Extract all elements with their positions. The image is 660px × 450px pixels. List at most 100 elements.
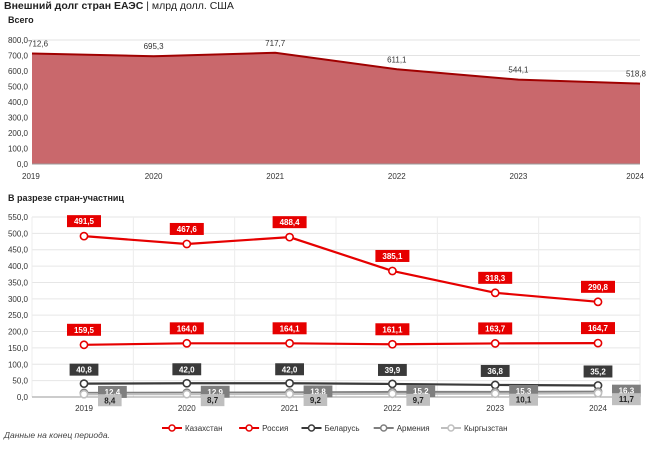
point-kz <box>182 338 192 348</box>
point-kg <box>490 389 500 399</box>
data-label-kg: 9,2 <box>310 396 322 405</box>
x-tick-label: 2019 <box>22 172 40 181</box>
data-label-bg-ru <box>169 222 204 235</box>
x-tick-label: 2024 <box>626 172 644 181</box>
series-line-kz <box>83 341 599 346</box>
point-by <box>387 379 397 389</box>
legend: Казахстан Россия Беларусь Армения Кыргызстан <box>162 424 508 433</box>
data-label-bg-ru <box>67 215 101 228</box>
legend-label-am: Армения <box>397 424 430 433</box>
data-label-kz: 164,0 <box>177 324 198 333</box>
data-label-bg-kg <box>98 394 122 407</box>
y-tick-label: 0,0 <box>17 393 29 402</box>
data-label-kz: 161,1 <box>382 325 403 334</box>
series-kz <box>79 338 603 350</box>
data-label-bg-kz <box>375 323 410 336</box>
title-bold: Внешний долг стран ЕАЭС <box>4 0 144 12</box>
data-label-bg-kz <box>478 322 513 335</box>
data-label-bg-kg <box>303 393 328 406</box>
series-ru <box>79 231 603 307</box>
y-tick-label: 550,0 <box>8 213 29 222</box>
data-label: 611,1 <box>387 55 407 64</box>
y-tick-label: 50,0 <box>12 377 28 386</box>
legend-marker-ru <box>245 424 253 432</box>
point-ru <box>285 232 294 242</box>
legend-label-ru: Россия <box>262 424 288 433</box>
title-rest: | млрд долл. США <box>143 0 234 12</box>
y-tick-label: 350,0 <box>8 278 29 287</box>
point-kg <box>387 389 397 399</box>
legend-label-kz: Казахстан <box>185 424 223 433</box>
point-kz <box>387 339 397 349</box>
point-by <box>182 378 192 388</box>
data-label-by: 42,0 <box>282 365 298 374</box>
x-tick-label: 2020 <box>178 404 196 413</box>
data-label-am: 12,4 <box>105 388 121 397</box>
data-label-bg-by <box>378 363 407 376</box>
point-kg <box>593 388 603 398</box>
data-label-by: 42,0 <box>179 365 195 374</box>
data-label: 544,1 <box>508 66 529 75</box>
y-tick-label: 0,0 <box>17 160 29 169</box>
data-label: 518,8 <box>626 70 647 79</box>
data-label-am: 12,9 <box>207 388 223 397</box>
data-label-kz: 164,1 <box>280 324 301 333</box>
data-label-bg-kg <box>509 393 538 406</box>
data-label-bg-kg <box>406 393 430 406</box>
point-ru <box>593 297 603 307</box>
point-ru <box>490 288 500 298</box>
total-debt-chart: 0,0 100,0 200,0 300,0 400,0 500,0 600,0 700,0 80… <box>8 36 647 181</box>
legend-label-by: Беларусь <box>325 424 360 433</box>
data-label-ru: 488,4 <box>280 218 301 227</box>
y-tick-label: 300,0 <box>8 114 29 123</box>
y-tick-label: 200,0 <box>8 328 29 337</box>
data-label-bg-kz <box>67 323 101 336</box>
data-label-bg-ru <box>272 216 307 229</box>
area-total-line <box>31 51 641 85</box>
section-total-label: Всего <box>8 15 34 25</box>
section-countries-label: В разрезе стран-участниц <box>8 193 124 203</box>
data-label-bg-ru <box>478 271 513 284</box>
data-label-ru: 385,1 <box>382 252 403 261</box>
legend-marker-by <box>307 424 316 432</box>
data-label-ru: 491,5 <box>74 217 95 226</box>
y-tick-label: 800,0 <box>8 36 29 45</box>
x-tick-label: 2021 <box>281 404 299 413</box>
point-kg <box>182 389 192 399</box>
point-kz <box>79 340 89 350</box>
y-tick-label: 600,0 <box>8 67 29 76</box>
data-label: 712,6 <box>28 40 49 49</box>
data-label-kz: 163,7 <box>485 324 506 333</box>
data-label-kz: 159,5 <box>74 326 95 335</box>
data-label-bg-kz <box>272 322 307 335</box>
data-label-bg-ru <box>375 249 410 262</box>
data-label: 695,3 <box>144 42 165 51</box>
point-ru <box>182 239 192 249</box>
data-label-bg-kg <box>612 393 641 406</box>
data-label-kg: 11,7 <box>619 395 635 404</box>
data-label-by: 35,2 <box>590 367 606 376</box>
data-label-by: 39,9 <box>385 366 401 375</box>
data-label-bg-kg <box>200 394 225 407</box>
y-tick-label: 400,0 <box>8 98 29 107</box>
x-tick-label: 2020 <box>145 172 163 181</box>
point-by <box>285 378 294 388</box>
point-kz <box>593 338 603 348</box>
data-label-by: 40,8 <box>76 366 92 375</box>
data-label-bg-by <box>480 364 510 377</box>
point-by <box>490 380 500 390</box>
data-label-bg-kz <box>581 322 615 335</box>
data-label-am: 15,3 <box>516 387 532 396</box>
y-tick-label: 500,0 <box>8 229 29 238</box>
x-tick-label: 2021 <box>266 172 284 181</box>
point-by <box>79 379 89 389</box>
data-label-bg-by <box>172 363 202 376</box>
data-label-am: 13,8 <box>310 387 326 396</box>
point-ru <box>79 231 89 241</box>
data-label-kz: 164,7 <box>588 324 609 333</box>
data-label-am: 16,3 <box>619 387 635 396</box>
legend-marker-kz <box>168 424 176 432</box>
footnote: Данные на конец периода. <box>4 430 110 440</box>
legend-marker-am <box>379 424 388 432</box>
